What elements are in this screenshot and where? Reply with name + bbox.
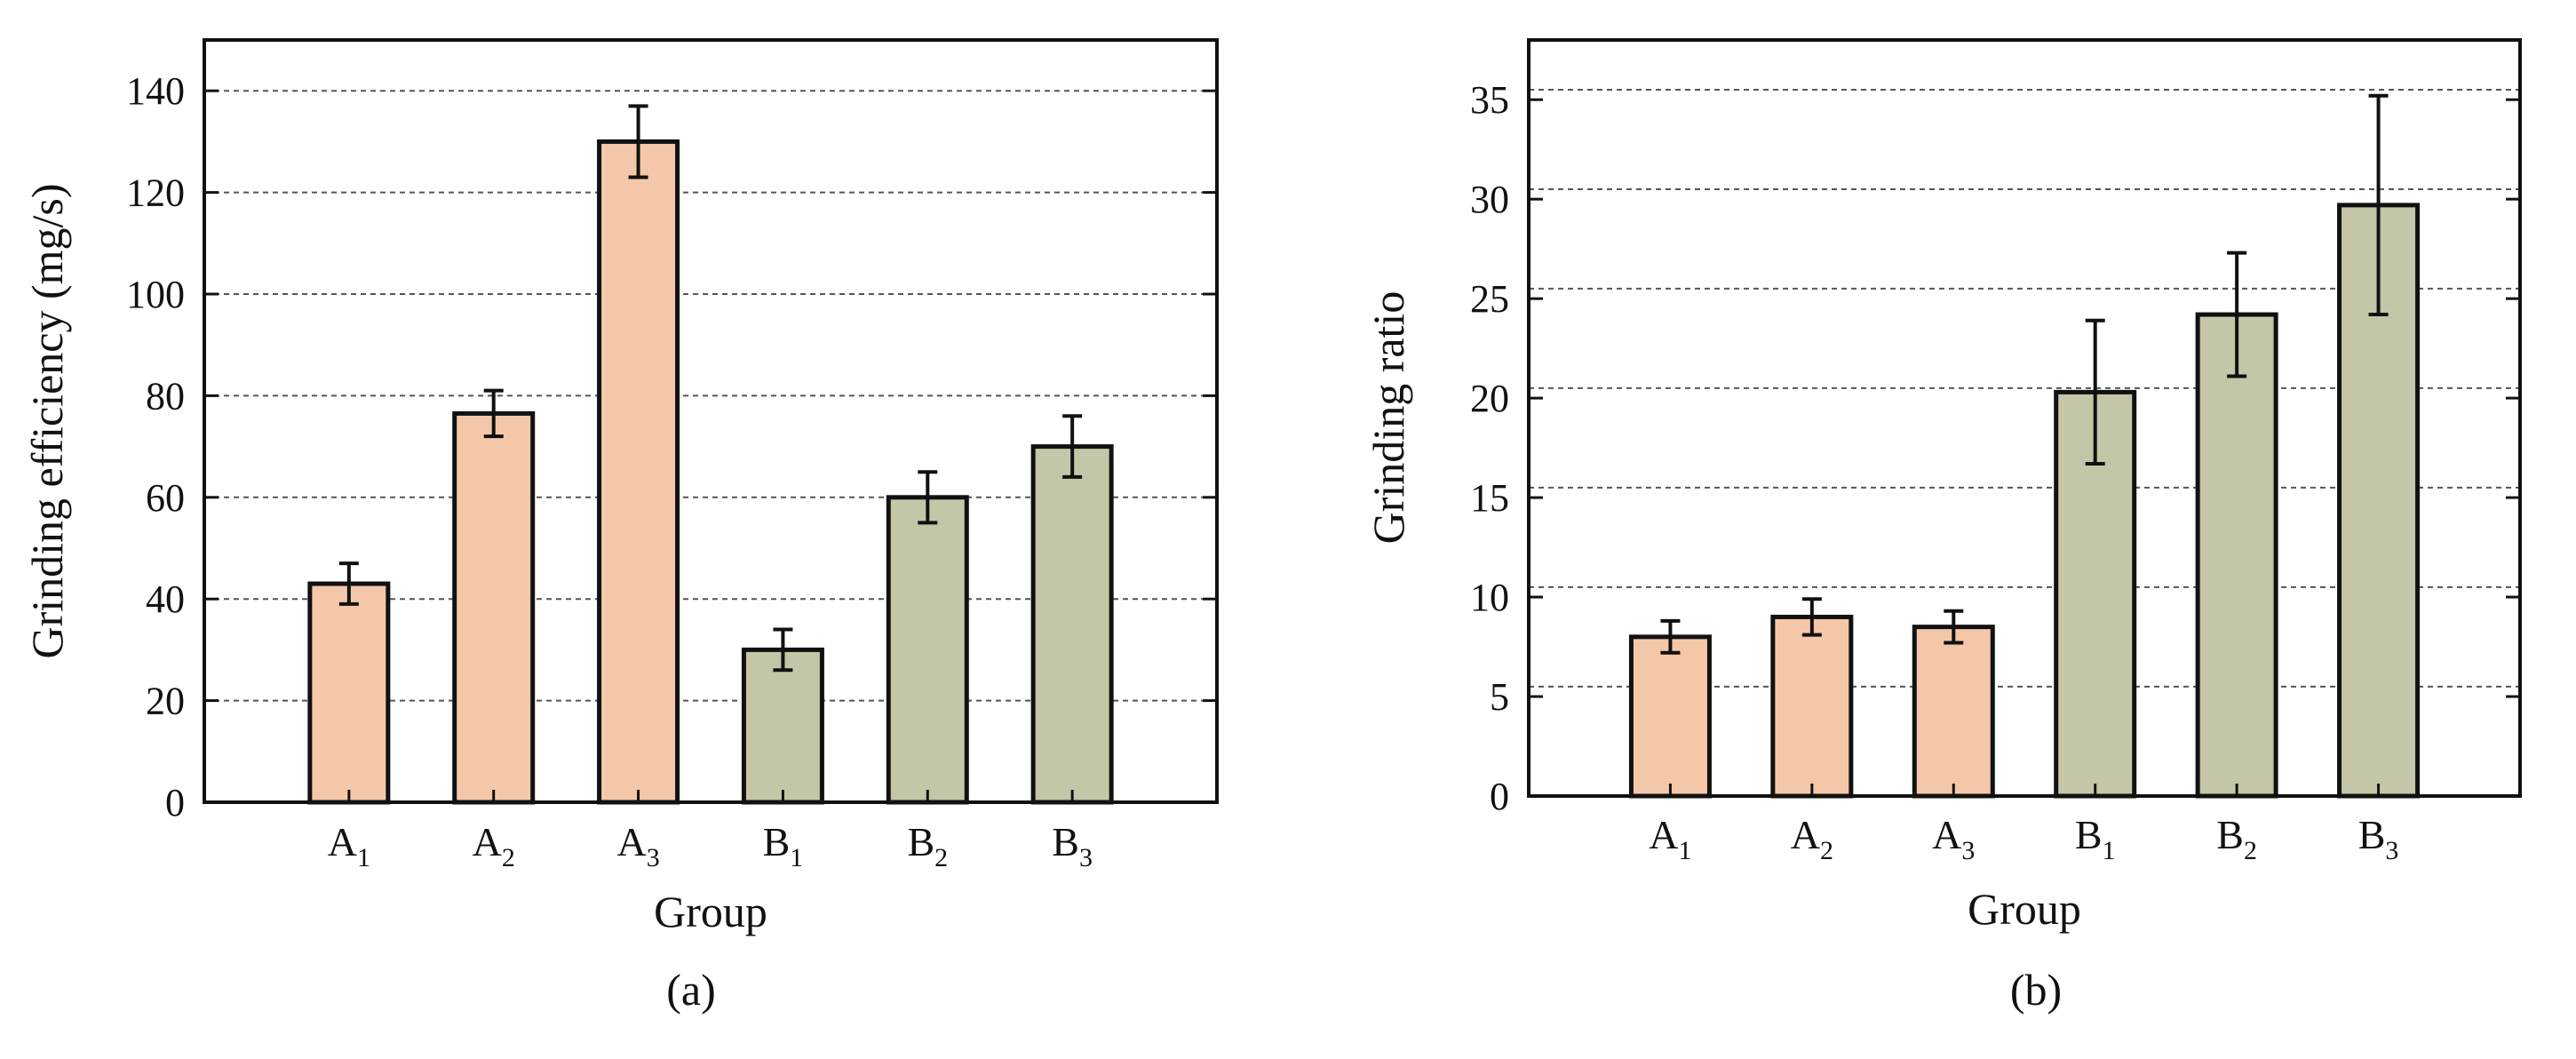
bar bbox=[1628, 634, 1712, 799]
y-tick-label: 40 bbox=[146, 577, 185, 621]
bar bbox=[886, 495, 969, 805]
category-label: B1 bbox=[2075, 812, 2116, 865]
x-axis-label: Group bbox=[654, 887, 767, 936]
plot-frame bbox=[1527, 38, 2522, 798]
category-label: A3 bbox=[1932, 812, 1975, 865]
y-axis-label: Grinding ratio bbox=[1364, 291, 1413, 545]
caption-a: (a) bbox=[666, 965, 716, 1015]
category-label: B1 bbox=[763, 819, 804, 872]
y-tick-label: 0 bbox=[165, 781, 185, 824]
bar bbox=[2195, 312, 2278, 799]
y-tick-label: 20 bbox=[146, 680, 185, 723]
caption-b: (b) bbox=[2009, 965, 2063, 1015]
category-label: A3 bbox=[616, 819, 659, 872]
panel-b: A1 A2 A3 B1 B2 B3 0 5 10 15 20 25 30 35 Group Grinding … bbox=[1364, 38, 2522, 934]
y-tick-label: 35 bbox=[1470, 78, 1509, 122]
y-tick-label: 120 bbox=[126, 171, 185, 215]
y-tick-label: 25 bbox=[1470, 277, 1509, 321]
bar bbox=[1770, 614, 1854, 799]
bar bbox=[1030, 444, 1114, 805]
category-label: A2 bbox=[473, 819, 515, 872]
category-label: A1 bbox=[328, 819, 370, 872]
y-tick-label: 30 bbox=[1470, 178, 1509, 221]
y-tick-label: 15 bbox=[1470, 476, 1509, 520]
bar bbox=[1912, 625, 1995, 799]
x-axis-label: Group bbox=[1968, 884, 2081, 934]
y-tick-label: 60 bbox=[146, 476, 185, 520]
y-tick-label: 80 bbox=[146, 374, 185, 418]
y-tick-label: 20 bbox=[1470, 377, 1509, 420]
y-tick-label: 10 bbox=[1470, 576, 1509, 619]
category-label: A1 bbox=[1649, 812, 1691, 865]
panel-a: A1 A2 A3 B1 B2 B3 0 20 40 60 80 100 120 140 Group Grind… bbox=[22, 38, 1219, 936]
category-label: B3 bbox=[2358, 812, 2399, 865]
y-tick-label: 0 bbox=[1490, 775, 1509, 818]
category-label: B3 bbox=[1052, 819, 1093, 872]
plot-frame bbox=[203, 38, 1219, 804]
bar bbox=[452, 410, 536, 805]
bar bbox=[597, 139, 680, 805]
category-label: A2 bbox=[1791, 812, 1833, 865]
y-tick-label: 140 bbox=[126, 69, 185, 113]
category-label: B2 bbox=[2216, 812, 2257, 865]
y-tick-label: 5 bbox=[1490, 675, 1509, 719]
bar bbox=[307, 581, 391, 805]
y-axis-label: Grinding efficiency (mg/s) bbox=[22, 183, 72, 658]
bar bbox=[741, 647, 824, 805]
category-label: B2 bbox=[907, 819, 948, 872]
y-tick-label: 100 bbox=[126, 273, 185, 316]
